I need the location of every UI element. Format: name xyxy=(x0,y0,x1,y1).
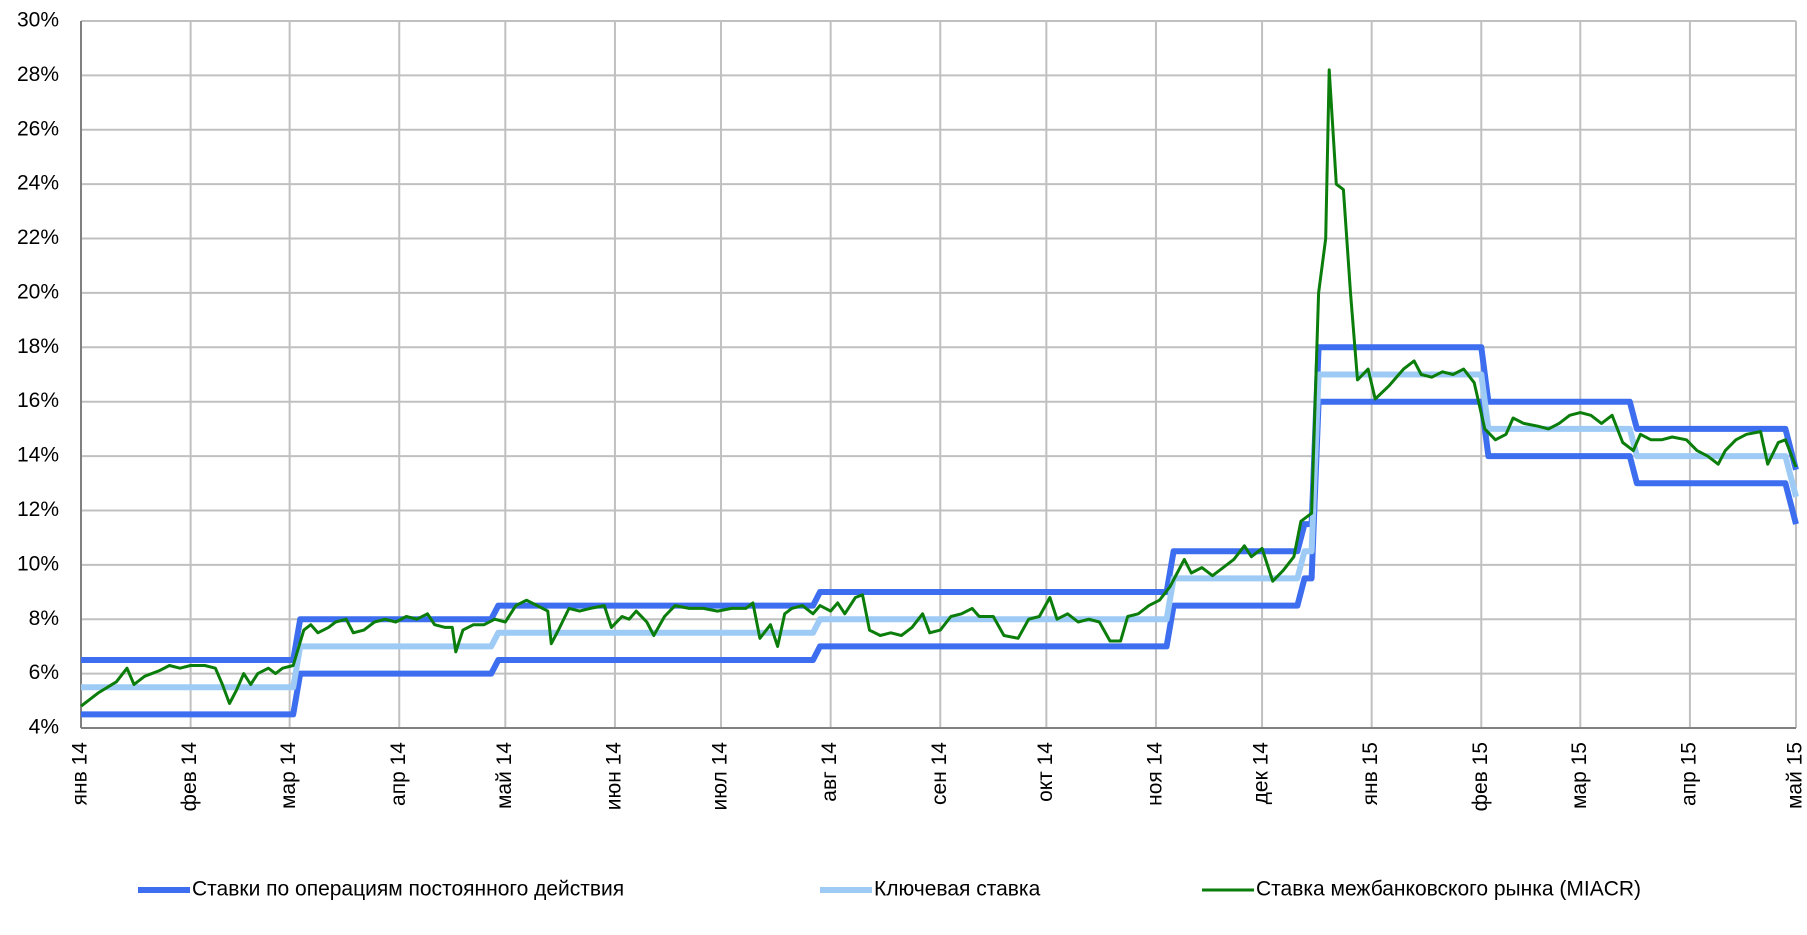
x-tick-label: сен 14 xyxy=(928,742,951,805)
legend-label: Ключевая ставка xyxy=(874,878,1041,901)
x-tick-label: мар 15 xyxy=(1568,742,1591,809)
x-tick-label: ноя 14 xyxy=(1144,742,1167,806)
x-tick-label: май 15 xyxy=(1784,742,1807,809)
series-line xyxy=(81,344,1799,663)
y-tick-label: 14% xyxy=(17,444,59,467)
y-tick-label: 6% xyxy=(29,661,59,684)
x-tick-label: апр 15 xyxy=(1677,742,1700,806)
x-tick-label: фев 14 xyxy=(178,742,201,812)
y-tick-label: 24% xyxy=(17,172,59,195)
y-tick-label: 28% xyxy=(17,63,59,86)
y-tick-label: 22% xyxy=(17,226,59,249)
legend-label: Ставка межбанковского рынка (MIACR) xyxy=(1256,878,1641,901)
legend-label: Ставки по операциям постоянного действия xyxy=(192,878,624,901)
x-tick-label: дек 14 xyxy=(1250,742,1273,805)
series-line xyxy=(81,371,1799,691)
y-tick-label: 30% xyxy=(17,9,59,32)
y-tick-label: 12% xyxy=(17,498,59,521)
x-tick-label: июл 14 xyxy=(709,742,732,811)
x-tick-label: фев 15 xyxy=(1469,742,1492,811)
y-tick-label: 18% xyxy=(17,335,59,358)
series-line xyxy=(80,68,1798,708)
y-tick-label: 10% xyxy=(17,552,59,575)
y-tick-label: 4% xyxy=(29,716,59,739)
y-tick-label: 20% xyxy=(17,280,59,303)
x-tick-label: янв 14 xyxy=(69,742,92,806)
y-tick-label: 16% xyxy=(17,389,59,412)
x-tick-label: авг 14 xyxy=(818,742,841,802)
series-line xyxy=(81,398,1799,718)
x-tick-label: май 14 xyxy=(493,742,516,809)
x-tick-label: июн 14 xyxy=(602,742,625,811)
x-tick-label: окт 14 xyxy=(1034,742,1057,802)
y-tick-label: 8% xyxy=(29,607,59,630)
x-tick-label: янв 15 xyxy=(1359,742,1382,805)
x-tick-label: мар 14 xyxy=(277,742,300,809)
x-tick-label: апр 14 xyxy=(387,742,410,806)
y-tick-label: 26% xyxy=(17,117,59,140)
